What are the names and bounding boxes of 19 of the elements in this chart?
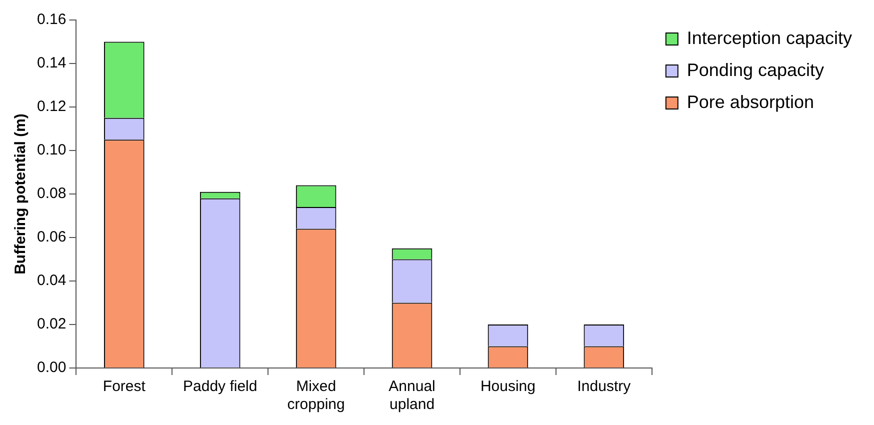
y-tick-label: 0.16 [36, 11, 66, 28]
legend-label: Pore absorption [686, 92, 814, 112]
y-tick-label: 0.10 [36, 142, 66, 159]
x-tick-label: Paddy field [183, 378, 258, 396]
y-tick-label: 0.12 [36, 98, 66, 116]
x-tick-label: Housing [480, 378, 536, 396]
legend-label: Ponding capacity [686, 60, 824, 80]
x-tick-label: Annual upland [388, 378, 436, 414]
y-tick-label: 0.00 [36, 359, 66, 376]
y-tick-label: 0.08 [36, 185, 66, 202]
y-tick-label: 0.02 [36, 316, 66, 333]
x-tick-label: Forest [102, 378, 146, 396]
legend-label: Interception capacity [686, 28, 852, 48]
y-tick-label: 0.06 [36, 228, 66, 246]
x-tick-label: Mixed cropping [287, 378, 345, 414]
y-axis-title: Buffering potential (m) [12, 114, 30, 274]
y-tick-label: 0.14 [36, 54, 66, 72]
y-tick-label: 0.04 [36, 272, 66, 290]
x-tick-label: Industry [577, 378, 632, 396]
